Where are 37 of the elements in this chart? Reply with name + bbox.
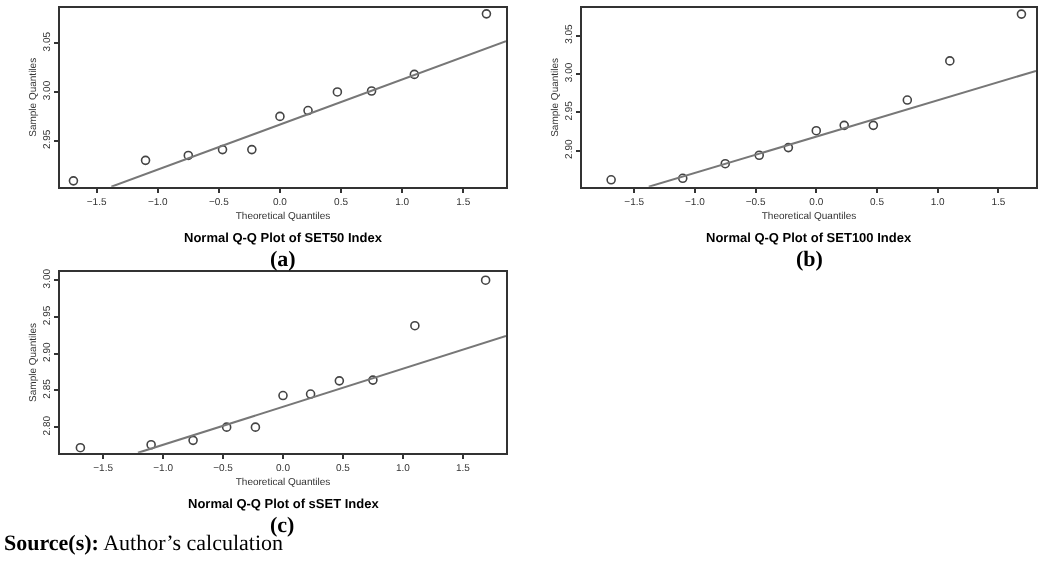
point — [332, 87, 343, 97]
point — [409, 69, 420, 80]
point — [275, 111, 285, 122]
point — [945, 56, 955, 66]
source-note: Source(s): Author’s calculation — [4, 532, 285, 556]
point — [606, 175, 616, 185]
point — [303, 105, 313, 116]
point — [783, 142, 794, 153]
point — [481, 9, 492, 19]
text: (b) — [796, 248, 824, 272]
point — [183, 150, 194, 161]
point — [902, 95, 913, 105]
point — [754, 150, 765, 161]
point — [677, 173, 688, 184]
point — [278, 390, 288, 401]
point — [221, 422, 232, 432]
point — [146, 439, 156, 450]
point — [368, 375, 378, 385]
point — [250, 422, 261, 432]
text: (c) — [270, 514, 296, 538]
point — [247, 144, 257, 155]
point — [305, 389, 316, 399]
point — [140, 155, 151, 166]
point — [868, 120, 879, 131]
point — [217, 144, 228, 155]
point — [366, 86, 377, 96]
point — [188, 435, 198, 446]
point — [334, 376, 345, 386]
point — [839, 120, 849, 131]
text: (a) — [270, 248, 297, 272]
point — [1016, 9, 1027, 19]
point — [410, 320, 420, 331]
point — [811, 125, 822, 136]
point — [720, 158, 731, 169]
point — [75, 442, 86, 453]
point — [68, 176, 79, 186]
point — [480, 275, 491, 285]
